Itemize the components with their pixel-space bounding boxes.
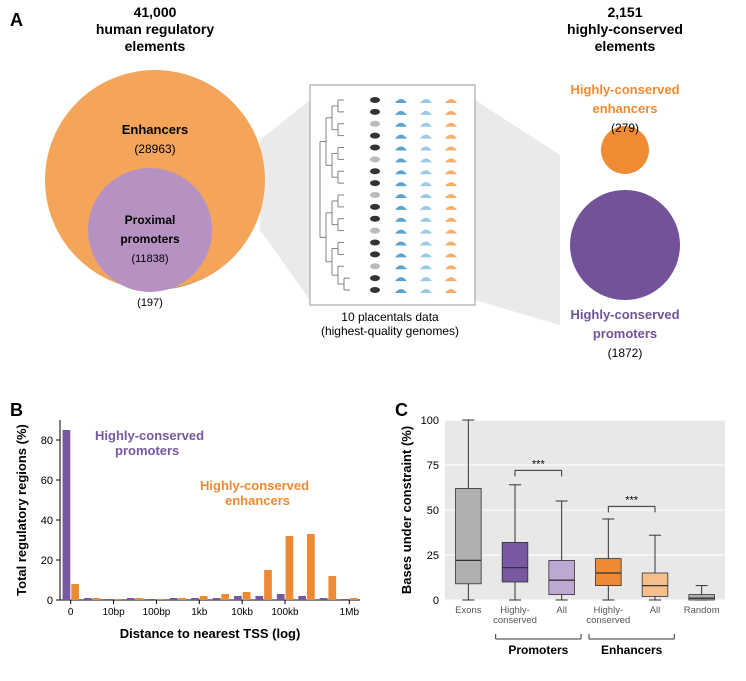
svg-text:60: 60: [41, 475, 53, 487]
hc-enhancers-count: (279): [611, 121, 639, 135]
svg-text:1kb: 1kb: [191, 607, 208, 618]
svg-text:0: 0: [47, 595, 53, 607]
promoters-label: Proximalpromoters (11838): [100, 210, 200, 268]
svg-text:25: 25: [427, 550, 439, 562]
svg-text:promoters: promoters: [115, 443, 179, 458]
svg-text:80: 80: [41, 435, 53, 447]
svg-text:Total regulatory regions (%): Total regulatory regions (%): [14, 424, 29, 596]
svg-text:Random: Random: [684, 605, 720, 616]
panel-b-svg: 0 20 40 60 80 0 10bp 100bp 1kb 10kb 100kb 1Mb Highly…: [10, 400, 380, 670]
svg-text:conserved: conserved: [586, 615, 630, 626]
svg-text:Bases under constraint (%): Bases under constraint (%): [399, 426, 414, 594]
svg-text:0: 0: [68, 607, 74, 618]
enhancers-count: (28963): [134, 142, 175, 156]
blue-sliver-count: (197): [125, 297, 175, 310]
panel-c-svg: 0255075100******ExonsHighly-conservedAll…: [395, 400, 745, 670]
svg-text:Highly-conserved: Highly-conserved: [200, 478, 309, 493]
svg-text:100: 100: [421, 415, 439, 427]
svg-text:10kb: 10kb: [231, 607, 253, 618]
hc-enhancers-label: Highly-conservedenhancers (279): [555, 80, 695, 138]
svg-text:100bp: 100bp: [143, 607, 171, 618]
svg-text:Exons: Exons: [455, 605, 482, 616]
enhancers-label: Enhancers (28963): [105, 120, 205, 158]
promoters-name: Proximalpromoters: [120, 213, 179, 246]
svg-text:10bp: 10bp: [102, 607, 125, 618]
hc-promoters-name: Highly-conservedpromoters: [570, 307, 679, 341]
svg-text:20: 20: [41, 555, 53, 567]
svg-text:Enhancers: Enhancers: [601, 643, 663, 657]
promoters-count: (11838): [131, 253, 168, 265]
svg-text:All: All: [556, 605, 567, 616]
svg-text:0: 0: [433, 595, 439, 607]
hc-enhancers-name: Highly-conservedenhancers: [570, 82, 679, 116]
figure: A 41,000human regulatoryelements 2,151hi…: [0, 0, 746, 681]
svg-text:enhancers: enhancers: [225, 493, 290, 508]
hc-promoters-label: Highly-conservedpromoters (1872): [555, 305, 695, 363]
middle-caption: 10 placentals data(highest-quality genom…: [295, 310, 485, 339]
svg-text:Promoters: Promoters: [508, 643, 568, 657]
svg-text:75: 75: [427, 460, 439, 472]
svg-text:***: ***: [532, 458, 546, 470]
svg-text:***: ***: [625, 494, 639, 506]
svg-text:1Mb: 1Mb: [340, 607, 360, 618]
svg-text:Highly-conserved: Highly-conserved: [95, 428, 204, 443]
svg-text:Distance to nearest TSS (log): Distance to nearest TSS (log): [120, 626, 301, 641]
svg-text:100kb: 100kb: [271, 607, 299, 618]
svg-text:conserved: conserved: [493, 615, 537, 626]
svg-text:40: 40: [41, 515, 53, 527]
enhancers-name: Enhancers: [122, 122, 188, 137]
svg-text:All: All: [650, 605, 661, 616]
svg-text:50: 50: [427, 505, 439, 517]
hc-promoters-count: (1872): [608, 346, 643, 360]
